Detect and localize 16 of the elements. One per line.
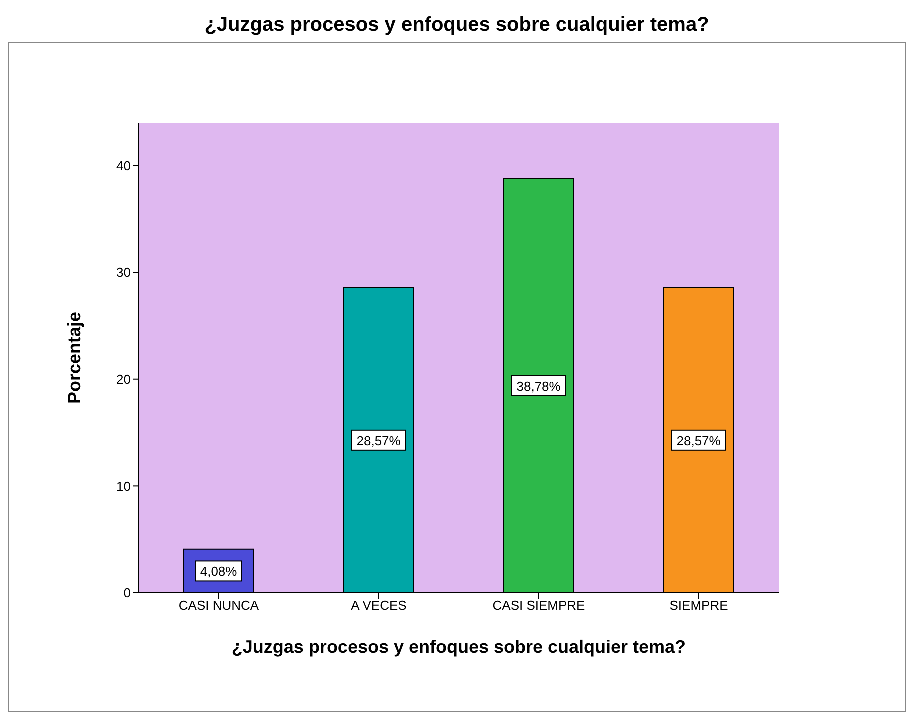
y-tick-label: 30 xyxy=(116,265,131,280)
y-tick-label: 40 xyxy=(116,158,131,174)
x-tick-label: A VECES xyxy=(351,598,408,614)
x-axis-title: ¿Juzgas procesos y enfoques sobre cualquier tema? xyxy=(232,637,686,657)
data-label: 28,57% xyxy=(356,433,402,448)
data-label: 4,08% xyxy=(200,564,238,580)
x-tick-label: CASI NUNCA xyxy=(178,598,260,614)
x-tick-label: CASI SIEMPRE xyxy=(492,598,586,614)
y-axis-title: Porcentaje xyxy=(64,312,84,404)
x-tick-label: SIEMPRE xyxy=(670,598,729,614)
chart-title: ¿Juzgas procesos y enfoques sobre cualquier tema? xyxy=(204,13,710,38)
y-tick-label: 20 xyxy=(116,372,131,387)
y-tick-label: 10 xyxy=(116,478,131,494)
data-label: 28,57% xyxy=(676,433,722,448)
data-label: 38,78% xyxy=(516,378,562,394)
y-tick-label: 0 xyxy=(124,586,131,601)
